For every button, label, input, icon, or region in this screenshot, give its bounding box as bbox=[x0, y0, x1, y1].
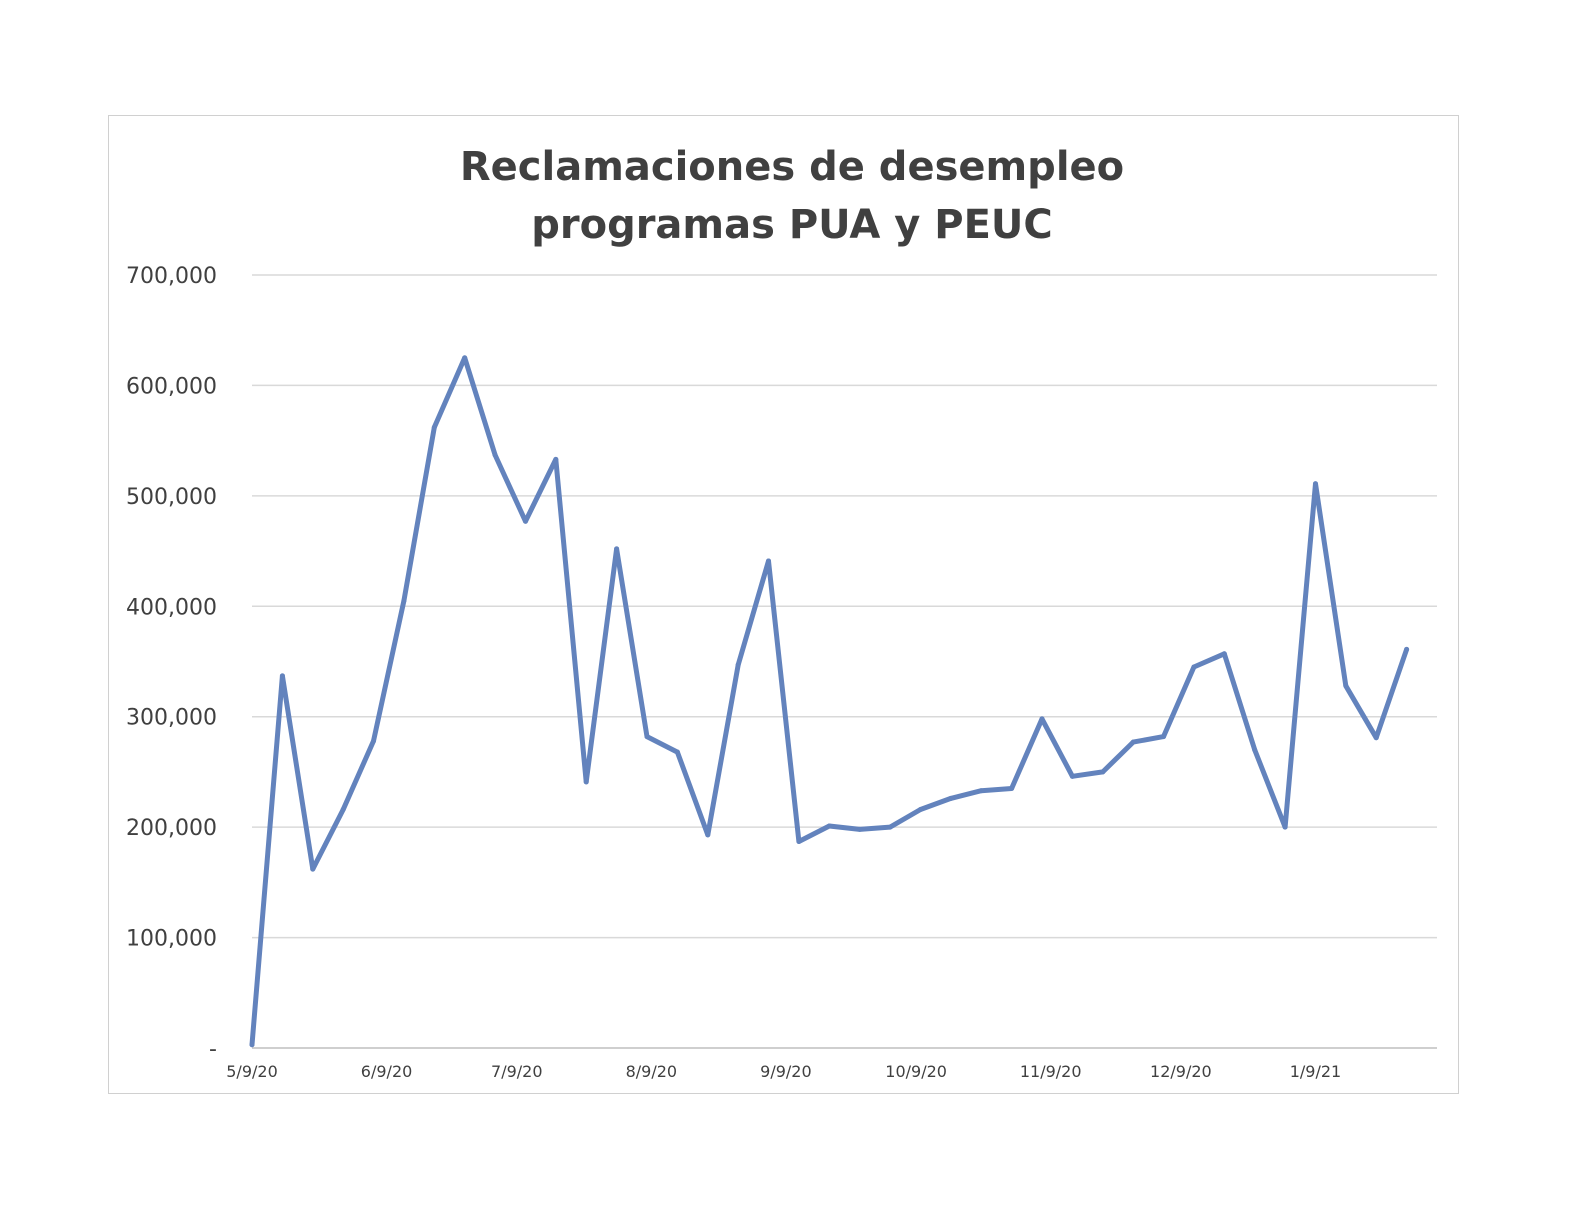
x-tick-label: 9/9/20 bbox=[760, 1062, 812, 1081]
data-point bbox=[1373, 735, 1379, 741]
x-tick-label: 7/9/20 bbox=[491, 1062, 543, 1081]
data-point bbox=[887, 824, 893, 830]
data-point bbox=[917, 806, 923, 812]
data-point bbox=[553, 456, 559, 462]
data-point bbox=[249, 1042, 255, 1048]
x-tick-label: 1/9/21 bbox=[1290, 1062, 1342, 1081]
y-tick-label: 500,000 bbox=[126, 485, 217, 510]
data-point bbox=[279, 673, 285, 679]
data-point bbox=[310, 866, 316, 872]
y-tick-label: 400,000 bbox=[126, 595, 217, 620]
series-line bbox=[249, 355, 1410, 1048]
data-point bbox=[1039, 716, 1045, 722]
data-point bbox=[614, 546, 620, 552]
series-layer bbox=[249, 355, 1410, 1048]
y-tick-label: 600,000 bbox=[126, 374, 217, 399]
data-point bbox=[857, 826, 863, 832]
x-tick-label: 12/9/20 bbox=[1150, 1062, 1212, 1081]
data-point bbox=[1009, 785, 1015, 791]
y-axis-ticks: - 100,000 200,000 300,000 400,000 500,000 600,… bbox=[126, 264, 217, 1062]
data-point bbox=[796, 838, 802, 844]
data-point bbox=[431, 424, 437, 430]
data-point bbox=[735, 662, 741, 668]
x-tick-label: 6/9/20 bbox=[361, 1062, 413, 1081]
data-point bbox=[522, 518, 528, 524]
data-point bbox=[705, 832, 711, 838]
data-point bbox=[674, 749, 680, 755]
data-point bbox=[371, 738, 377, 744]
data-point bbox=[766, 558, 772, 564]
data-point bbox=[1252, 747, 1258, 753]
chart-title: Reclamaciones de desempleo programas PUA… bbox=[0, 138, 1584, 254]
x-tick-label: 11/9/20 bbox=[1020, 1062, 1082, 1081]
y-tick-label: 100,000 bbox=[126, 927, 217, 952]
chart-frame bbox=[108, 115, 1459, 1094]
data-point bbox=[1312, 481, 1318, 487]
data-point bbox=[462, 355, 468, 361]
chart-title-line-2: programas PUA y PEUC bbox=[531, 202, 1053, 248]
data-point bbox=[644, 734, 650, 740]
data-point bbox=[978, 788, 984, 794]
chart-title-line-1: Reclamaciones de desempleo bbox=[459, 144, 1125, 190]
data-point bbox=[1282, 824, 1288, 830]
data-point bbox=[1191, 664, 1197, 670]
data-point bbox=[401, 598, 407, 604]
y-tick-label: 200,000 bbox=[126, 816, 217, 841]
data-point bbox=[1161, 734, 1167, 740]
data-point bbox=[1221, 651, 1227, 657]
data-point bbox=[583, 779, 589, 785]
data-point bbox=[1343, 683, 1349, 689]
x-axis-ticks: 5/9/20 6/9/20 7/9/20 8/9/20 9/9/20 10/9/20 11/… bbox=[226, 1062, 1341, 1081]
data-point bbox=[1130, 739, 1136, 745]
data-point bbox=[492, 452, 498, 458]
data-point bbox=[340, 806, 346, 812]
gridlines bbox=[252, 274, 1437, 1049]
x-tick-label: 5/9/20 bbox=[226, 1062, 278, 1081]
data-point bbox=[826, 823, 832, 829]
x-tick-label: 10/9/20 bbox=[885, 1062, 947, 1081]
y-tick-label: 700,000 bbox=[126, 264, 217, 289]
data-point bbox=[1100, 769, 1106, 775]
data-point bbox=[948, 795, 954, 801]
y-tick-label: 300,000 bbox=[126, 706, 217, 731]
data-point bbox=[1404, 646, 1410, 652]
y-tick-label: - bbox=[209, 1037, 217, 1062]
data-point bbox=[1069, 773, 1075, 779]
x-tick-label: 8/9/20 bbox=[626, 1062, 678, 1081]
